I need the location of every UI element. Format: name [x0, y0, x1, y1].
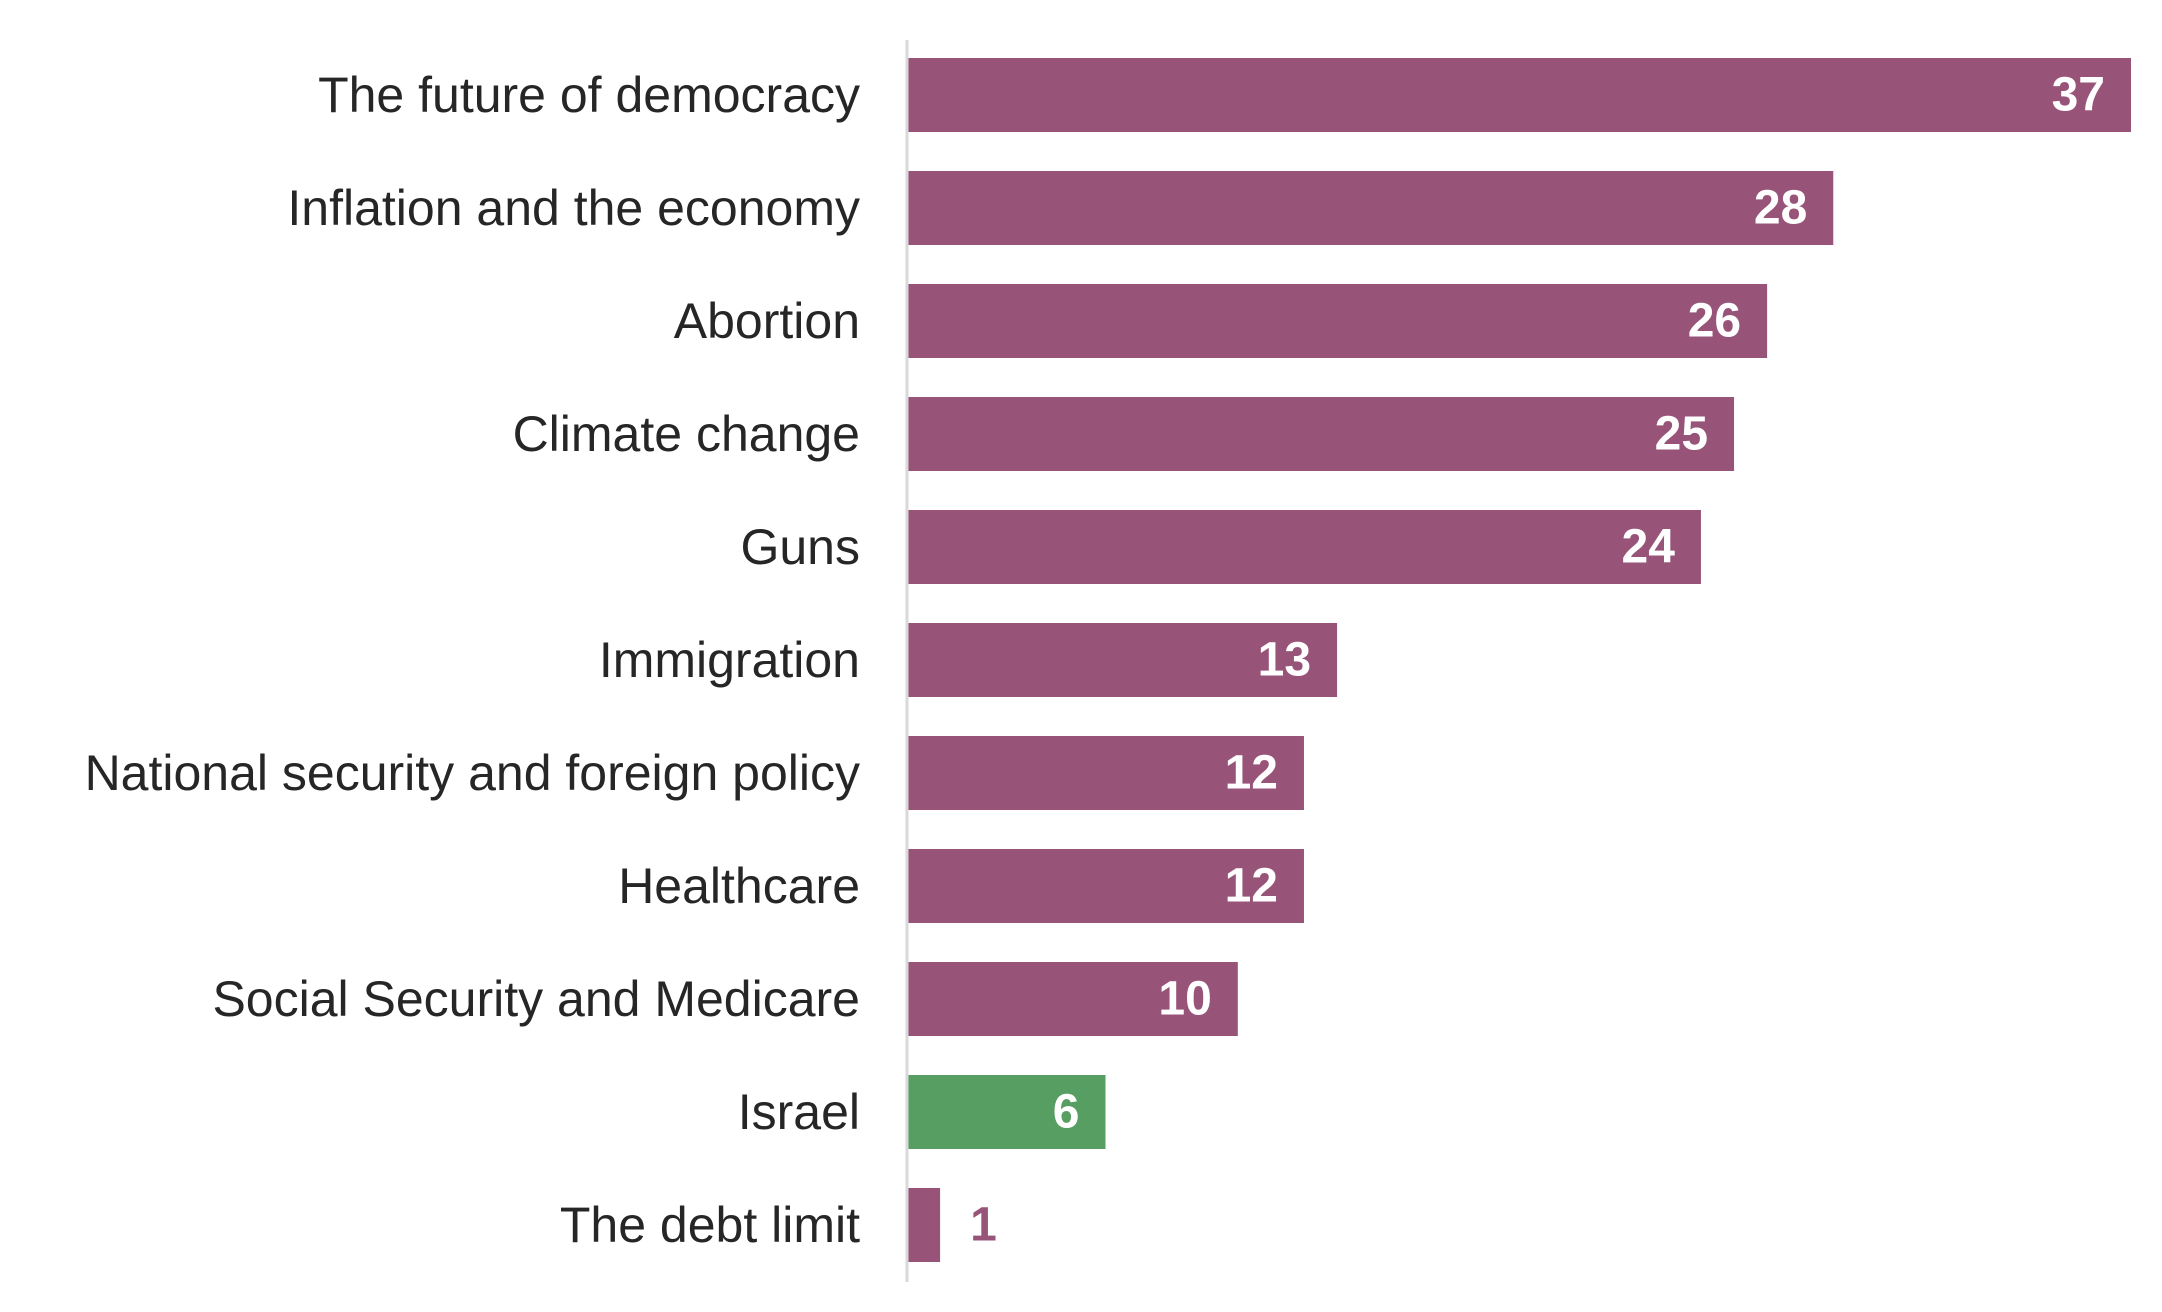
- value-label-6: 12: [1225, 747, 1278, 800]
- value-label-10: 1: [970, 1199, 997, 1252]
- category-label-1: Inflation and the economy: [287, 180, 860, 236]
- value-label-8: 10: [1158, 973, 1211, 1026]
- bar-6: [907, 736, 1304, 810]
- bar-8: [907, 962, 1238, 1036]
- category-labels-group: The future of democracy Inflation and the…: [85, 67, 861, 1253]
- value-label-5: 13: [1258, 634, 1311, 687]
- value-label-9: 6: [1053, 1086, 1080, 1139]
- bar-0: [907, 58, 2131, 132]
- bar-3: [907, 397, 1735, 471]
- bar-1: [907, 171, 1834, 245]
- bar-4: [907, 510, 1701, 584]
- category-label-2: Abortion: [674, 293, 860, 349]
- value-label-4: 24: [1622, 521, 1676, 574]
- bars-group: [907, 58, 2131, 1262]
- bar-5: [907, 623, 1338, 697]
- value-label-1: 28: [1754, 182, 1807, 235]
- value-labels-group: 37 28 26 25 24 13 12 12 10 6 1: [970, 69, 2105, 1252]
- bar-10: [907, 1188, 941, 1262]
- category-label-3: Climate change: [513, 406, 860, 462]
- bar-7: [907, 849, 1304, 923]
- category-label-9: Israel: [738, 1084, 860, 1140]
- value-label-2: 26: [1688, 295, 1741, 348]
- category-label-5: Immigration: [599, 632, 860, 688]
- value-label-3: 25: [1655, 408, 1708, 461]
- category-label-7: Healthcare: [618, 858, 860, 914]
- value-label-7: 12: [1225, 860, 1278, 913]
- category-label-4: Guns: [740, 519, 860, 575]
- category-label-8: Social Security and Medicare: [212, 971, 860, 1027]
- category-label-6: National security and foreign policy: [85, 745, 860, 801]
- bar-2: [907, 284, 1768, 358]
- category-label-0: The future of democracy: [318, 67, 860, 123]
- value-label-0: 37: [2052, 69, 2105, 122]
- bar-9: [907, 1075, 1106, 1149]
- category-label-10: The debt limit: [560, 1197, 860, 1253]
